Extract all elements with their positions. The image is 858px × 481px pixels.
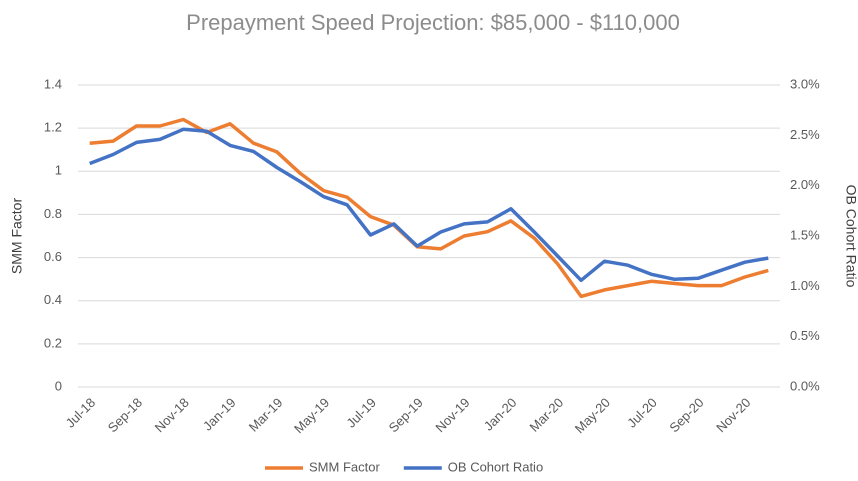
y-tick-label: 0.4 — [44, 292, 62, 307]
y2-tick-label: 1.5% — [790, 227, 820, 242]
x-tick-label: Mar-19 — [246, 395, 286, 435]
y-tick-label: 0.6 — [44, 249, 62, 264]
y-tick-label: 0.8 — [44, 206, 62, 221]
y2-tick-label: 2.0% — [790, 177, 820, 192]
x-tick-label: Nov-19 — [432, 395, 472, 435]
x-tick-label: Jul-20 — [624, 395, 660, 431]
y2-tick-label: 0.5% — [790, 328, 820, 343]
x-tick-label: May-19 — [291, 395, 332, 436]
y-tick-label: 1.4 — [44, 76, 62, 91]
legend-label: SMM Factor — [309, 459, 380, 474]
y-axis-title: SMM Factor — [9, 198, 25, 275]
y-tick-label: 0.2 — [44, 335, 62, 350]
y2-tick-label: 1.0% — [790, 278, 820, 293]
x-tick-label: Sep-20 — [666, 395, 706, 435]
y2-tick-label: 0.0% — [790, 378, 820, 393]
x-tick-label: Sep-18 — [105, 395, 145, 435]
series-line — [89, 117, 769, 299]
y2-tick-label: 3.0% — [790, 76, 820, 91]
y2-axis-title: OB Cohort Ratio — [843, 185, 858, 288]
series-line — [89, 127, 769, 283]
x-tick-label: Sep-19 — [386, 395, 426, 435]
x-tick-label: May-20 — [572, 395, 613, 436]
chart-title: Prepayment Speed Projection: $85,000 - $… — [186, 10, 680, 35]
x-tick-label: Jan-20 — [481, 395, 520, 434]
x-tick-label: Mar-20 — [527, 395, 567, 435]
x-tick-label: Jul-18 — [63, 395, 99, 431]
x-tick-label: Jan-19 — [200, 395, 239, 434]
x-tick-label: Jul-19 — [343, 395, 379, 431]
y-tick-label: 1.2 — [44, 120, 62, 135]
y-tick-label: 0 — [55, 378, 62, 393]
y-tick-label: 1 — [55, 163, 62, 178]
x-tick-label: Nov-20 — [713, 395, 753, 435]
legend-label: OB Cohort Ratio — [448, 459, 543, 474]
y2-tick-label: 2.5% — [790, 127, 820, 142]
x-tick-label: Nov-18 — [152, 395, 192, 435]
